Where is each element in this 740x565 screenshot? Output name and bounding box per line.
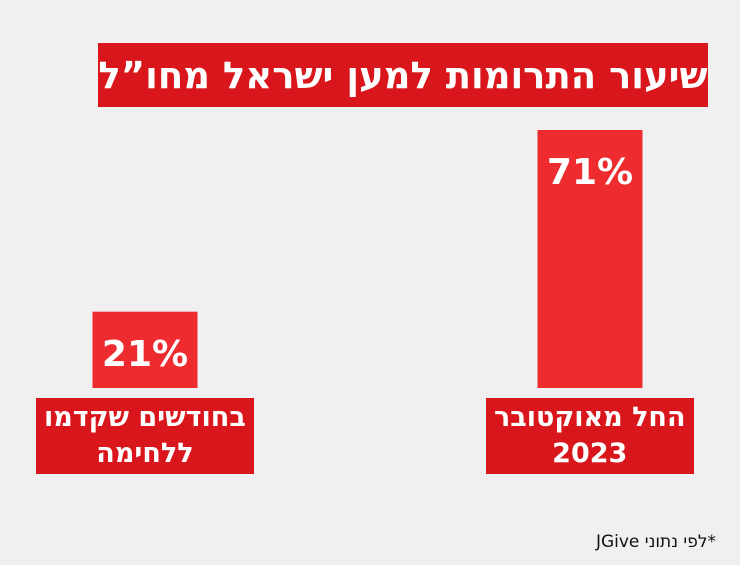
category-label-since-october-2023: החל מאוקטובר 2023 — [486, 398, 694, 474]
category-label-line: 2023 — [552, 438, 628, 469]
chart-title: שיעור התרומות למען ישראל מחו”ל — [98, 43, 708, 107]
bar-since-october-2023 — [537, 130, 643, 388]
source-note: *לפי נתוני JGive — [595, 532, 716, 552]
bar-before-war — [92, 311, 198, 388]
data-label-before-war: 21% — [101, 333, 189, 375]
category-label-line: ללחימה — [96, 438, 194, 469]
category-label-line: בחודשים שקדמו — [44, 402, 246, 433]
category-label-before-war: בחודשים שקדמו ללחימה — [36, 398, 254, 474]
data-label-since-october-2023: 71% — [546, 152, 634, 193]
category-label-line: החל מאוקטובר — [494, 402, 686, 433]
